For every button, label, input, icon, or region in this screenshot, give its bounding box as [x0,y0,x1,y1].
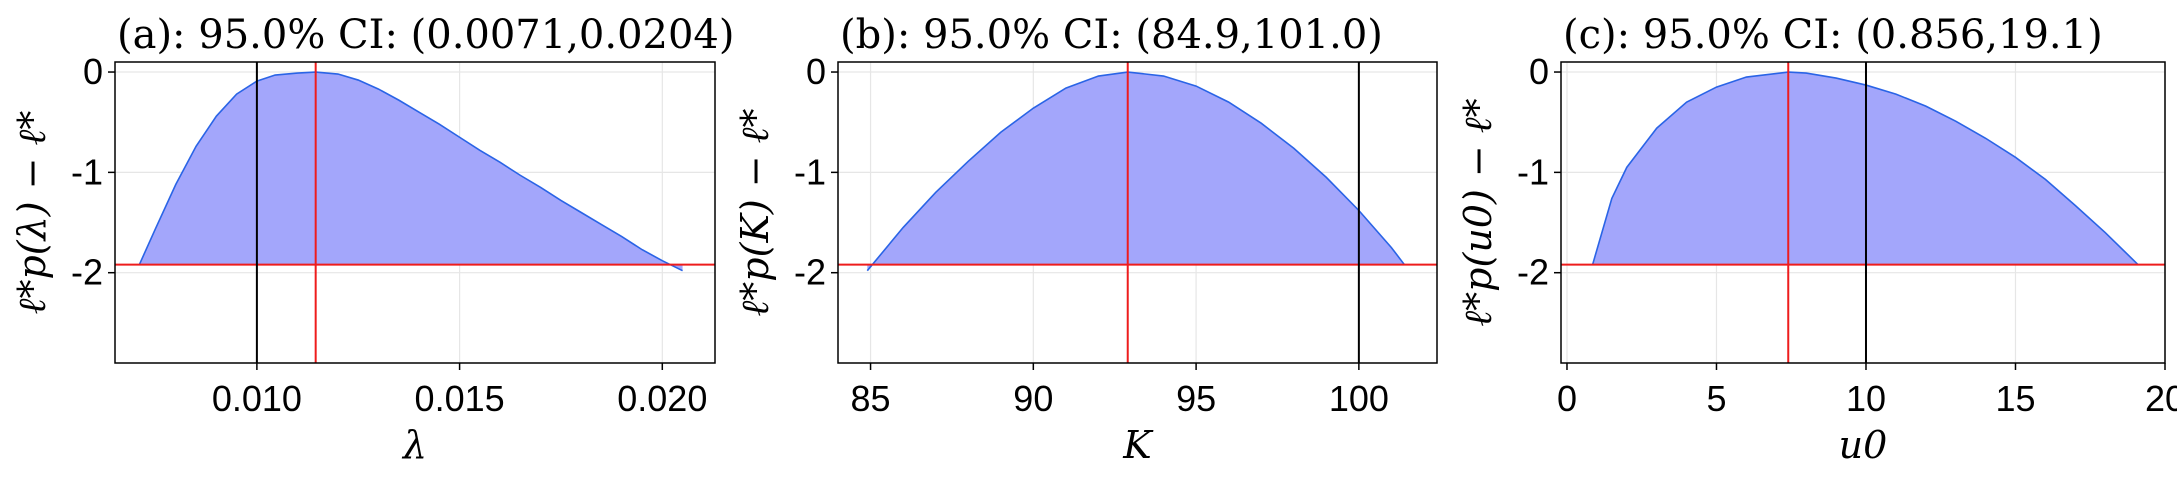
x-axis-label: λ [401,423,427,467]
y-tick-label: -2 [794,252,826,293]
panel-1: 85 90 95 100 0 -1 -2 (b): 95.0% CI: (84.9,101.0… [733,12,1438,467]
plot-frame [114,61,716,364]
x-axis-label: u0 [1839,423,1888,467]
x-tick-label: 100 [1329,378,1389,419]
x-tick-label: 5 [1706,378,1726,419]
y-tick-label: -2 [71,252,103,293]
x-tick-label: 0.020 [617,378,707,419]
x-tick-label: 90 [1013,378,1053,419]
y-tick-label: -1 [1517,151,1549,192]
plot-frame [1560,61,2166,364]
y-tick-label: -1 [794,151,826,192]
y-tick-label: 0 [1529,51,1549,92]
x-tick-label: 85 [851,378,891,419]
y-tick-label: -1 [71,151,103,192]
y-tick-label: 0 [83,51,103,92]
y-axis-label: ℓ*p(u0) − ℓ* [1456,98,1500,326]
panel-2: 0 5 10 15 20 0 -1 -2 (c): 95.0% CI: (0.856,19.1)… [1456,12,2177,467]
x-tick-label: 0.015 [415,378,505,419]
y-axis-label: ℓ*p(λ) − ℓ* [10,111,54,315]
panel-title: (c): 95.0% CI: (0.856,19.1) [1563,12,2103,58]
panel-title: (b): 95.0% CI: (84.9,101.0) [840,12,1383,58]
x-tick-label: 0 [1557,378,1577,419]
x-tick-label: 10 [1846,378,1886,419]
y-tick-label: -2 [1517,252,1549,293]
x-tick-label: 0.010 [212,378,302,419]
x-tick-label: 15 [1995,378,2035,419]
profile-curve [866,71,1406,272]
panel-title: (a): 95.0% CI: (0.0071,0.0204) [117,12,734,58]
profile-curve [1591,71,2139,266]
y-tick-label: 0 [806,51,826,92]
y-axis-label: ℓ*p(K) − ℓ* [733,108,777,316]
confidence-area [139,72,683,271]
confidence-area [867,72,1405,271]
x-axis-label: K [1122,423,1154,467]
panel-0: 0.010 0.015 0.020 0 -1 -2 (a): 95.0% CI: (0.00… [10,12,734,467]
profile-curve [138,71,683,272]
x-tick-label: 95 [1176,378,1216,419]
plot-frame [837,61,1438,364]
x-tick-label: 20 [2145,378,2177,419]
